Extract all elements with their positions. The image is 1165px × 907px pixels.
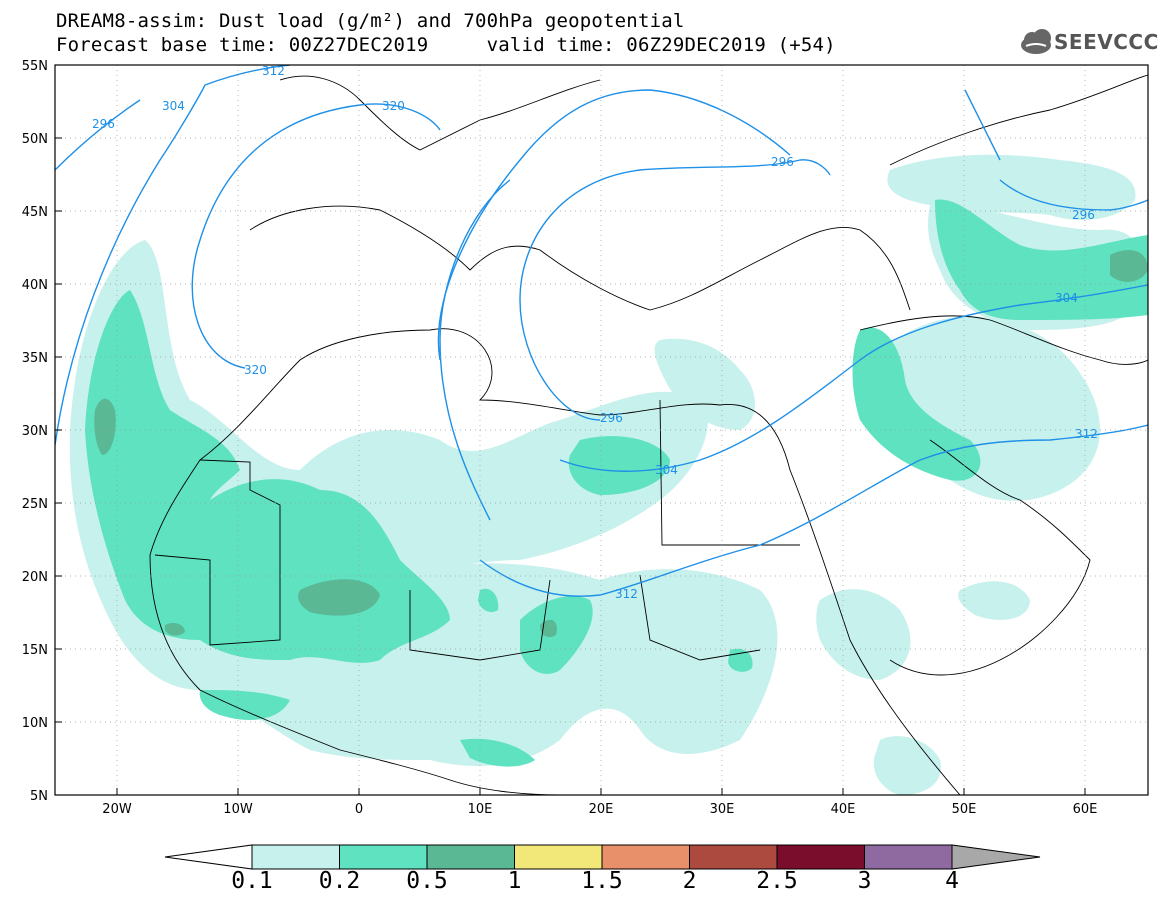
contour-label: 304 [655,463,678,477]
lon-label: 10W [223,802,253,817]
seevccc-logo [1021,29,1051,54]
lat-label: 10N [22,716,48,731]
lat-label: 25N [22,497,48,512]
geopotential-contours [55,65,1148,597]
lat-label: 30N [22,424,48,439]
contour-label: 296 [92,117,115,131]
lat-label: 50N [22,132,48,147]
colorbar-segment [251,844,340,870]
coastlines [149,74,1148,795]
lon-label: 20W [102,802,132,817]
dust-fields [55,65,1148,795]
contour-label: 304 [1055,291,1078,305]
colorbar-tick-label: 2 [682,868,697,894]
lat-label: 20N [22,570,48,585]
axis-ticks [55,64,1086,795]
colorbar-tick-label: 2.5 [756,868,798,894]
dust-layer-medium [85,199,1148,767]
lon-label: 30E [710,802,735,817]
contour-label: 312 [615,587,638,601]
lon-label: 50E [952,802,977,817]
contour-label: 320 [244,363,267,377]
contour-label: 304 [162,99,185,113]
colorbar [164,844,1041,870]
colorbar-tick-label: 0.2 [318,868,361,894]
colorbar-tick-label: 3 [857,868,872,894]
colorbar-segment [514,844,603,870]
lat-label: 55N [22,59,48,74]
map-subtitle-times: Forecast base time: 00Z27DEC2019 valid t… [56,34,836,56]
colorbar-segment [776,844,865,870]
colorbar-tick-label: 1.5 [581,868,623,894]
colorbar-tick-label: 4 [945,868,959,894]
contour-label: 296 [1072,208,1095,222]
cloud-icon [1021,29,1051,54]
contour-label: 312 [1075,427,1098,441]
colorbar-segment [601,844,690,870]
latitude-labels: 55N 50N 45N 40N 35N 30N 25N 20N 15N 10N … [22,59,48,804]
contour-label: 320 [382,99,405,113]
map-title: DREAM8-assim: Dust load (g/m²) and 700hP… [56,10,685,32]
colorbar-segment [689,844,778,870]
colorbar-over-triangle [951,844,1041,870]
colorbar-segment [426,844,515,870]
contour-labels: 296 304 312 320 296 296 304 312 304 312 … [92,64,1098,601]
logo-text: SEEVCCC [1054,30,1159,54]
lon-label: 40E [831,802,856,817]
colorbar-tick-label: 0.5 [406,868,448,894]
longitude-labels: 20W 10W 0 10E 20E 30E 40E 50E 60E [102,802,1097,817]
lon-label: 20E [589,802,614,817]
lat-label: 15N [22,643,48,658]
graticule [55,65,1148,795]
lat-label: 35N [22,351,48,366]
lon-label: 10E [468,802,493,817]
colorbar-segment [339,844,428,870]
contour-label: 296 [771,155,794,169]
lat-label: 40N [22,278,48,293]
colorbar-tick-label: 0.1 [231,868,273,894]
colorbar-under-triangle [164,844,253,870]
dust-layer-dark [94,250,1148,638]
colorbar-tick-label: 1 [507,868,522,894]
lat-label: 45N [22,205,48,220]
contour-label: 312 [262,64,285,78]
lon-label: 60E [1073,802,1098,817]
lat-label: 5N [30,789,48,804]
contour-label: 296 [600,411,623,425]
lon-label: 0 [355,802,363,817]
colorbar-segment [864,844,953,870]
